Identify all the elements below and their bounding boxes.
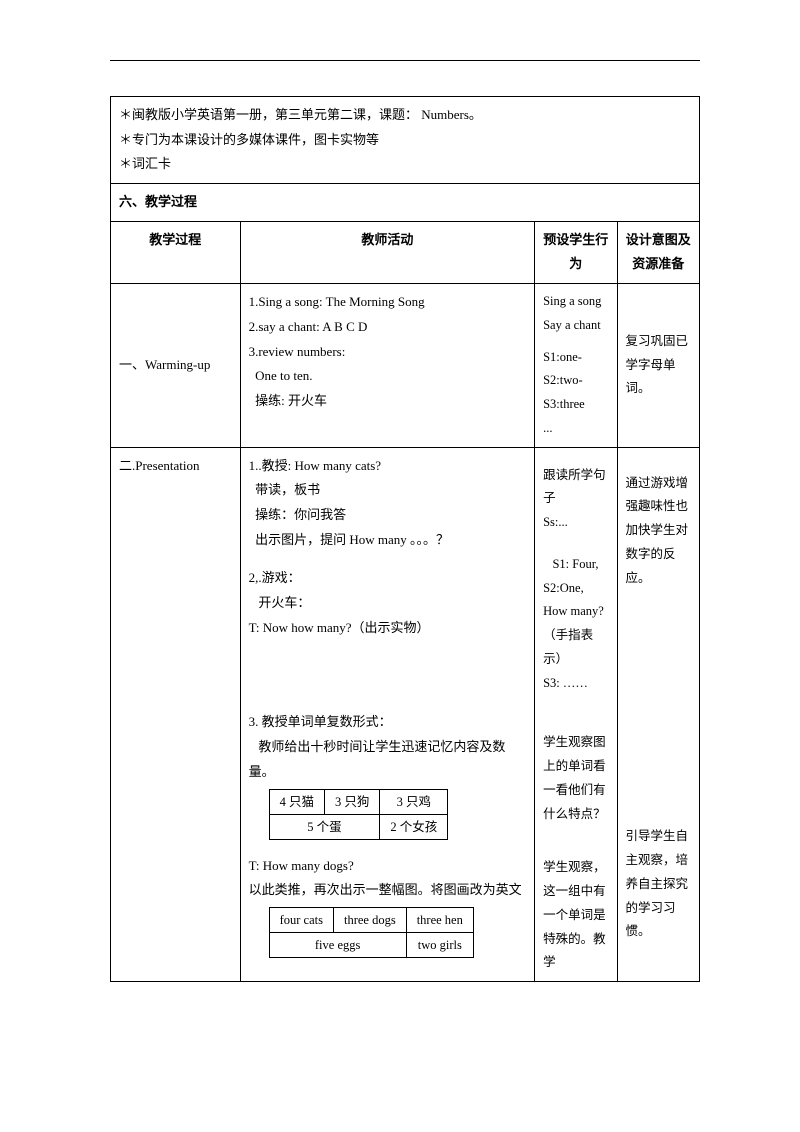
intro-line-1: ＊闽教版小学英语第一册，第三单元第二课，课题： Numbers。 [119,103,691,128]
header-phase: 教学过程 [111,221,241,283]
row2-d-l2: 引导学生自主观察，培养自主探究的学习习惯。 [626,825,691,944]
row1-t-l1: 1.Sing a song: The Morning Song [249,290,527,315]
intro-cell: ＊闽教版小学英语第一册，第三单元第二课，课题： Numbers。 ＊专门为本课设… [111,97,700,184]
row2-t-l8: 3. 教授单词单复数形式： [249,710,527,735]
header-teacher: 教师活动 [240,221,535,283]
row1-s-l3: S1:one- [543,346,608,370]
row1-design: 复习巩固已学字母单词。 [617,284,699,448]
spacer [543,535,608,553]
sub2-e: two girls [406,932,473,957]
sub-table-2: four cats three dogs three hen five eggs… [269,907,474,958]
row1-s-l6: ... [543,417,608,441]
spacer [249,552,527,566]
row2-t-l3: 操练：你问我答 [249,503,527,528]
row2-t-l10: T: How many dogs? [249,854,527,879]
sub2-b: three dogs [333,907,406,932]
page-top-rule [110,60,700,61]
spacer [249,640,527,710]
row1-s-l2: Say a chant [543,314,608,338]
row2-s-l8: 学生观察，这一组中有一个单词是特殊的。教学 [543,856,608,975]
row1-s-l4: S2:two- [543,369,608,393]
lesson-plan-table: ＊闽教版小学英语第一册，第三单元第二课，课题： Numbers。 ＊专门为本课设… [110,96,700,982]
spacer [626,590,691,825]
spacer [543,826,608,856]
row2-design: 通过游戏增强趣味性也加快学生对数字的反应。 引导学生自主观察，培养自主探究的学习… [617,447,699,982]
row1-phase-text: 一、Warming-up [119,357,210,372]
row1-s-l5: S3:three [543,393,608,417]
spacer [543,338,608,346]
row2-phase-text: 二.Presentation [119,458,200,473]
intro-line-3: ＊词汇卡 [119,152,691,177]
spacer [543,695,608,731]
row2-s-l2: Ss:... [543,511,608,535]
row2-t-l1: 1..教授: How many cats? [249,454,527,479]
row1-t-l4: One to ten. [249,364,527,389]
row2-s-l6: S3: …… [543,672,608,696]
row1-t-l5: 操练: 开火车 [249,389,527,414]
row1-t-l3: 3.review numbers: [249,340,527,365]
spacer [543,454,608,464]
row2-phase: 二.Presentation [111,447,241,982]
row2-s-l3: S1: Four, [543,553,608,577]
spacer [626,454,691,472]
sub1-b: 3 只狗 [324,789,379,814]
header-design: 设计意图及资源准备 [617,221,699,283]
sub1-d: 5 个蛋 [269,814,380,839]
sub2-a: four cats [269,907,333,932]
row2-s-l5: How many?（手指表示） [543,600,608,671]
row2-s-l7: 学生观察图上的单词看一看他们有什么特点？ [543,731,608,826]
row1-phase: 一、Warming-up [111,284,241,448]
sub-table-1: 4 只猫 3 只狗 3 只鸡 5 个蛋 2 个女孩 [269,789,449,840]
sub1-a: 4 只猫 [269,789,324,814]
row1-teacher: 1.Sing a song: The Morning Song 2.say a … [240,284,535,448]
row2-t-l7: T: Now how many?（出示实物） [249,616,527,641]
intro-line-2: ＊专门为本课设计的多媒体课件，图卡实物等 [119,128,691,153]
row2-student: 跟读所学句子 Ss:... S1: Four, S2:One, How many… [535,447,617,982]
row2-teacher: 1..教授: How many cats? 带读，板书 操练：你问我答 出示图片… [240,447,535,982]
row2-t-l5: 2,.游戏： [249,566,527,591]
sub1-c: 3 只鸡 [380,789,448,814]
sub2-c: three hen [406,907,473,932]
row2-t-l9: 教师给出十秒时间让学生迅速记忆内容及数量。 [249,735,527,784]
row2-t-l6: 开火车： [249,591,527,616]
row2-t-l11: 以此类推，再次出示一整幅图。将图画改为英文 [249,878,527,903]
header-student: 预设学生行为 [535,221,617,283]
section-title: 六、教学过程 [111,184,700,222]
row1-s-l1: Sing a song [543,290,608,314]
row2-s-l4: S2:One, [543,577,608,601]
row2-t-l4: 出示图片，提问 How many 。。。？ [249,528,527,553]
row1-design-text: 复习巩固已学字母单词。 [626,334,689,396]
row2-d-l1: 通过游戏增强趣味性也加快学生对数字的反应。 [626,472,691,591]
row1-t-l2: 2.say a chant: A B C D [249,315,527,340]
row2-s-l1: 跟读所学句子 [543,464,608,512]
row1-student: Sing a song Say a chant S1:one- S2:two- … [535,284,617,448]
sub2-d: five eggs [269,932,406,957]
row2-t-l2: 带读，板书 [249,478,527,503]
sub1-e: 2 个女孩 [380,814,448,839]
